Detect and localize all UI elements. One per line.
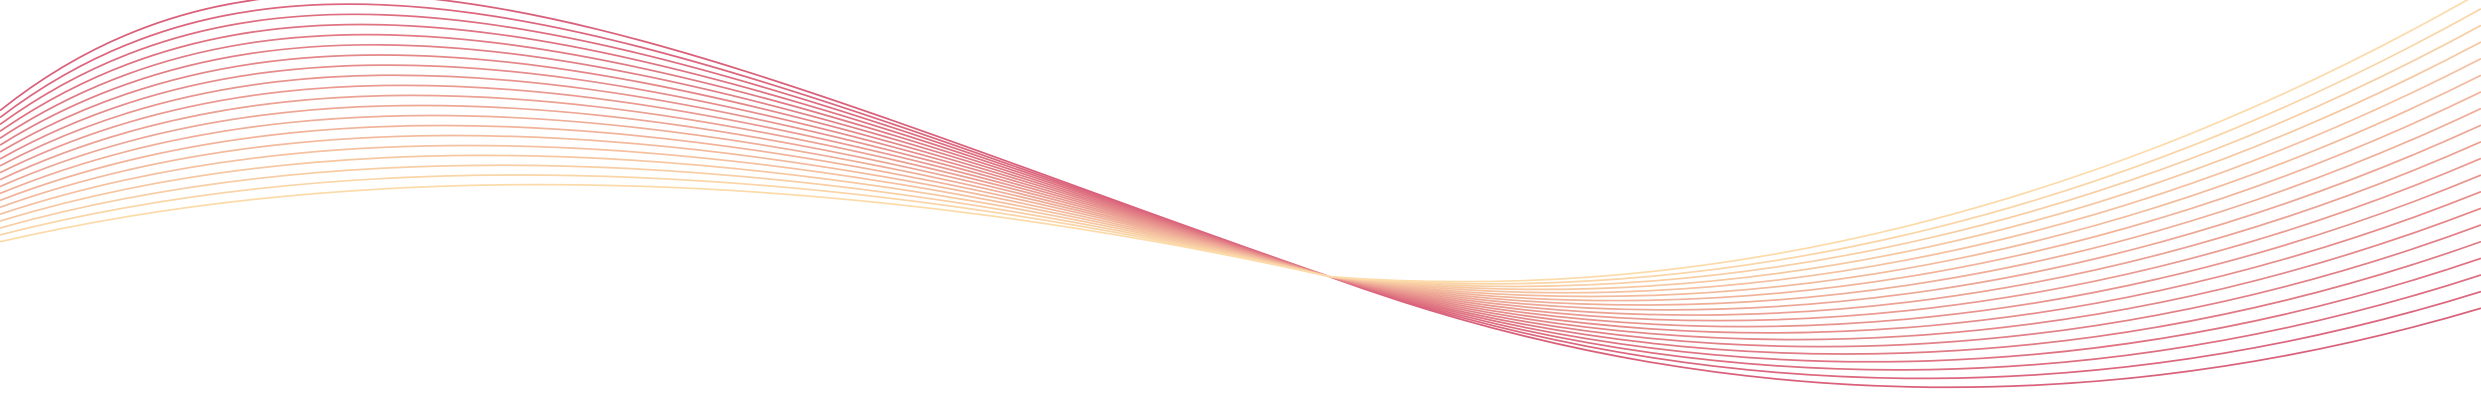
wave-line (0, 3, 2481, 380)
wave-line (0, 84, 2481, 322)
wave-line (0, 0, 2481, 389)
wave-line (0, 33, 2481, 355)
wave-line (0, 104, 2481, 311)
wave-line (0, 74, 2481, 298)
wave-line (0, 91, 2481, 302)
wave-line (0, 74, 2481, 328)
wave-line (0, 7, 2481, 285)
wave-line (0, 94, 2481, 316)
wave-line (0, 0, 2469, 283)
wave-line (0, 13, 2481, 371)
wave-line (0, 54, 2481, 341)
